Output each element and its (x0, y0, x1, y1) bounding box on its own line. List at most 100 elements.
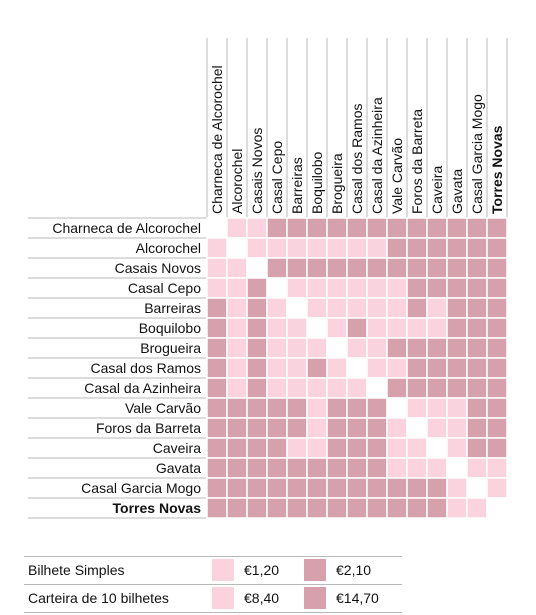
fare-cell (466, 297, 488, 319)
fare-cell (446, 257, 468, 279)
fare-cell (226, 397, 248, 419)
fare-cell (386, 437, 408, 459)
fare-cell (206, 457, 228, 479)
fare-cell (266, 237, 288, 259)
fare-cell (326, 317, 348, 339)
fare-cell (486, 317, 508, 339)
fare-cell (346, 297, 368, 319)
fare-cell (326, 297, 348, 319)
fare-cell (286, 417, 308, 439)
fare-cell (426, 417, 448, 439)
fare-cell (406, 377, 428, 399)
legend-swatch-light (212, 587, 234, 609)
fare-cell (486, 457, 508, 479)
fare-cell (466, 237, 488, 259)
legend-swatch-dark (304, 587, 326, 609)
fare-cell (206, 237, 228, 259)
fare-cell (426, 497, 448, 519)
fare-cell (246, 497, 268, 519)
fare-cell (206, 477, 228, 499)
column-label: Casal dos Ramos (349, 104, 365, 215)
fare-cell (386, 497, 408, 519)
fare-cell (446, 337, 468, 359)
fare-cell (206, 297, 228, 319)
legend-price-dark: €2,10 (336, 562, 372, 578)
fare-cell (426, 357, 448, 379)
fare-cell (446, 297, 468, 319)
fare-cell (366, 397, 388, 419)
fare-cell (266, 477, 288, 499)
fare-cell (266, 437, 288, 459)
fare-cell (266, 337, 288, 359)
column-label: Casal Garcia Mogo (469, 94, 485, 214)
fare-cell (406, 257, 428, 279)
fare-cell (226, 337, 248, 359)
fare-cell (486, 297, 508, 319)
fare-cell (406, 277, 428, 299)
fare-cell (446, 277, 468, 299)
fare-cell (246, 317, 268, 339)
row-label: Casal da Azinheira (84, 380, 201, 396)
fare-cell (246, 377, 268, 399)
fare-cell (406, 457, 428, 479)
fare-cell (246, 457, 268, 479)
fare-cell (246, 217, 268, 239)
fare-cell (426, 317, 448, 339)
fare-cell (346, 337, 368, 359)
fare-cell (486, 277, 508, 299)
fare-cell (246, 257, 268, 279)
column-label: Barreiras (289, 157, 305, 214)
fare-cell (466, 357, 488, 379)
fare-cell (306, 377, 328, 399)
fare-cell (486, 377, 508, 399)
fare-cell (326, 277, 348, 299)
fare-cell (326, 357, 348, 379)
fare-cell (286, 457, 308, 479)
fare-cell (306, 237, 328, 259)
fare-cell (446, 217, 468, 239)
fare-cell (346, 397, 368, 419)
fare-cell (206, 417, 228, 439)
fare-cell (426, 277, 448, 299)
fare-cell (306, 277, 328, 299)
fare-cell (286, 497, 308, 519)
fare-cell (326, 217, 348, 239)
fare-cell (406, 337, 428, 359)
column-label: Casais Novos (249, 128, 265, 214)
column-label: Caveira (429, 166, 445, 214)
fare-cell (226, 417, 248, 439)
column-label: Brogueira (329, 153, 345, 214)
fare-cell (406, 437, 428, 459)
fare-cell (226, 277, 248, 299)
fare-cell (446, 377, 468, 399)
fare-cell (306, 477, 328, 499)
fare-cell (286, 297, 308, 319)
row-label: Casal dos Ramos (91, 360, 202, 376)
fare-cell (306, 417, 328, 439)
fare-cell (466, 337, 488, 359)
fare-cell (346, 357, 368, 379)
row-label: Charneca de Alcorochel (52, 220, 201, 236)
fare-cell (366, 237, 388, 259)
fare-cell (226, 357, 248, 379)
fare-cell (306, 257, 328, 279)
fare-cell (426, 397, 448, 419)
row-label: Casal Garcia Mogo (81, 480, 201, 496)
fare-cell (446, 437, 468, 459)
fare-cell (206, 337, 228, 359)
fare-cell (406, 417, 428, 439)
fare-cell (406, 477, 428, 499)
fare-cell (386, 337, 408, 359)
fare-cell (366, 477, 388, 499)
fare-cell (326, 377, 348, 399)
fare-cell (226, 317, 248, 339)
fare-cell (466, 317, 488, 339)
fare-cell (466, 257, 488, 279)
legend-price-light: €1,20 (244, 562, 280, 578)
fare-cell (426, 437, 448, 459)
legend-swatch-light (212, 559, 234, 581)
fare-cell (386, 277, 408, 299)
fare-cell (266, 257, 288, 279)
column-label: Boquilobo (309, 152, 325, 214)
column-label: Vale Carvão (389, 138, 405, 214)
